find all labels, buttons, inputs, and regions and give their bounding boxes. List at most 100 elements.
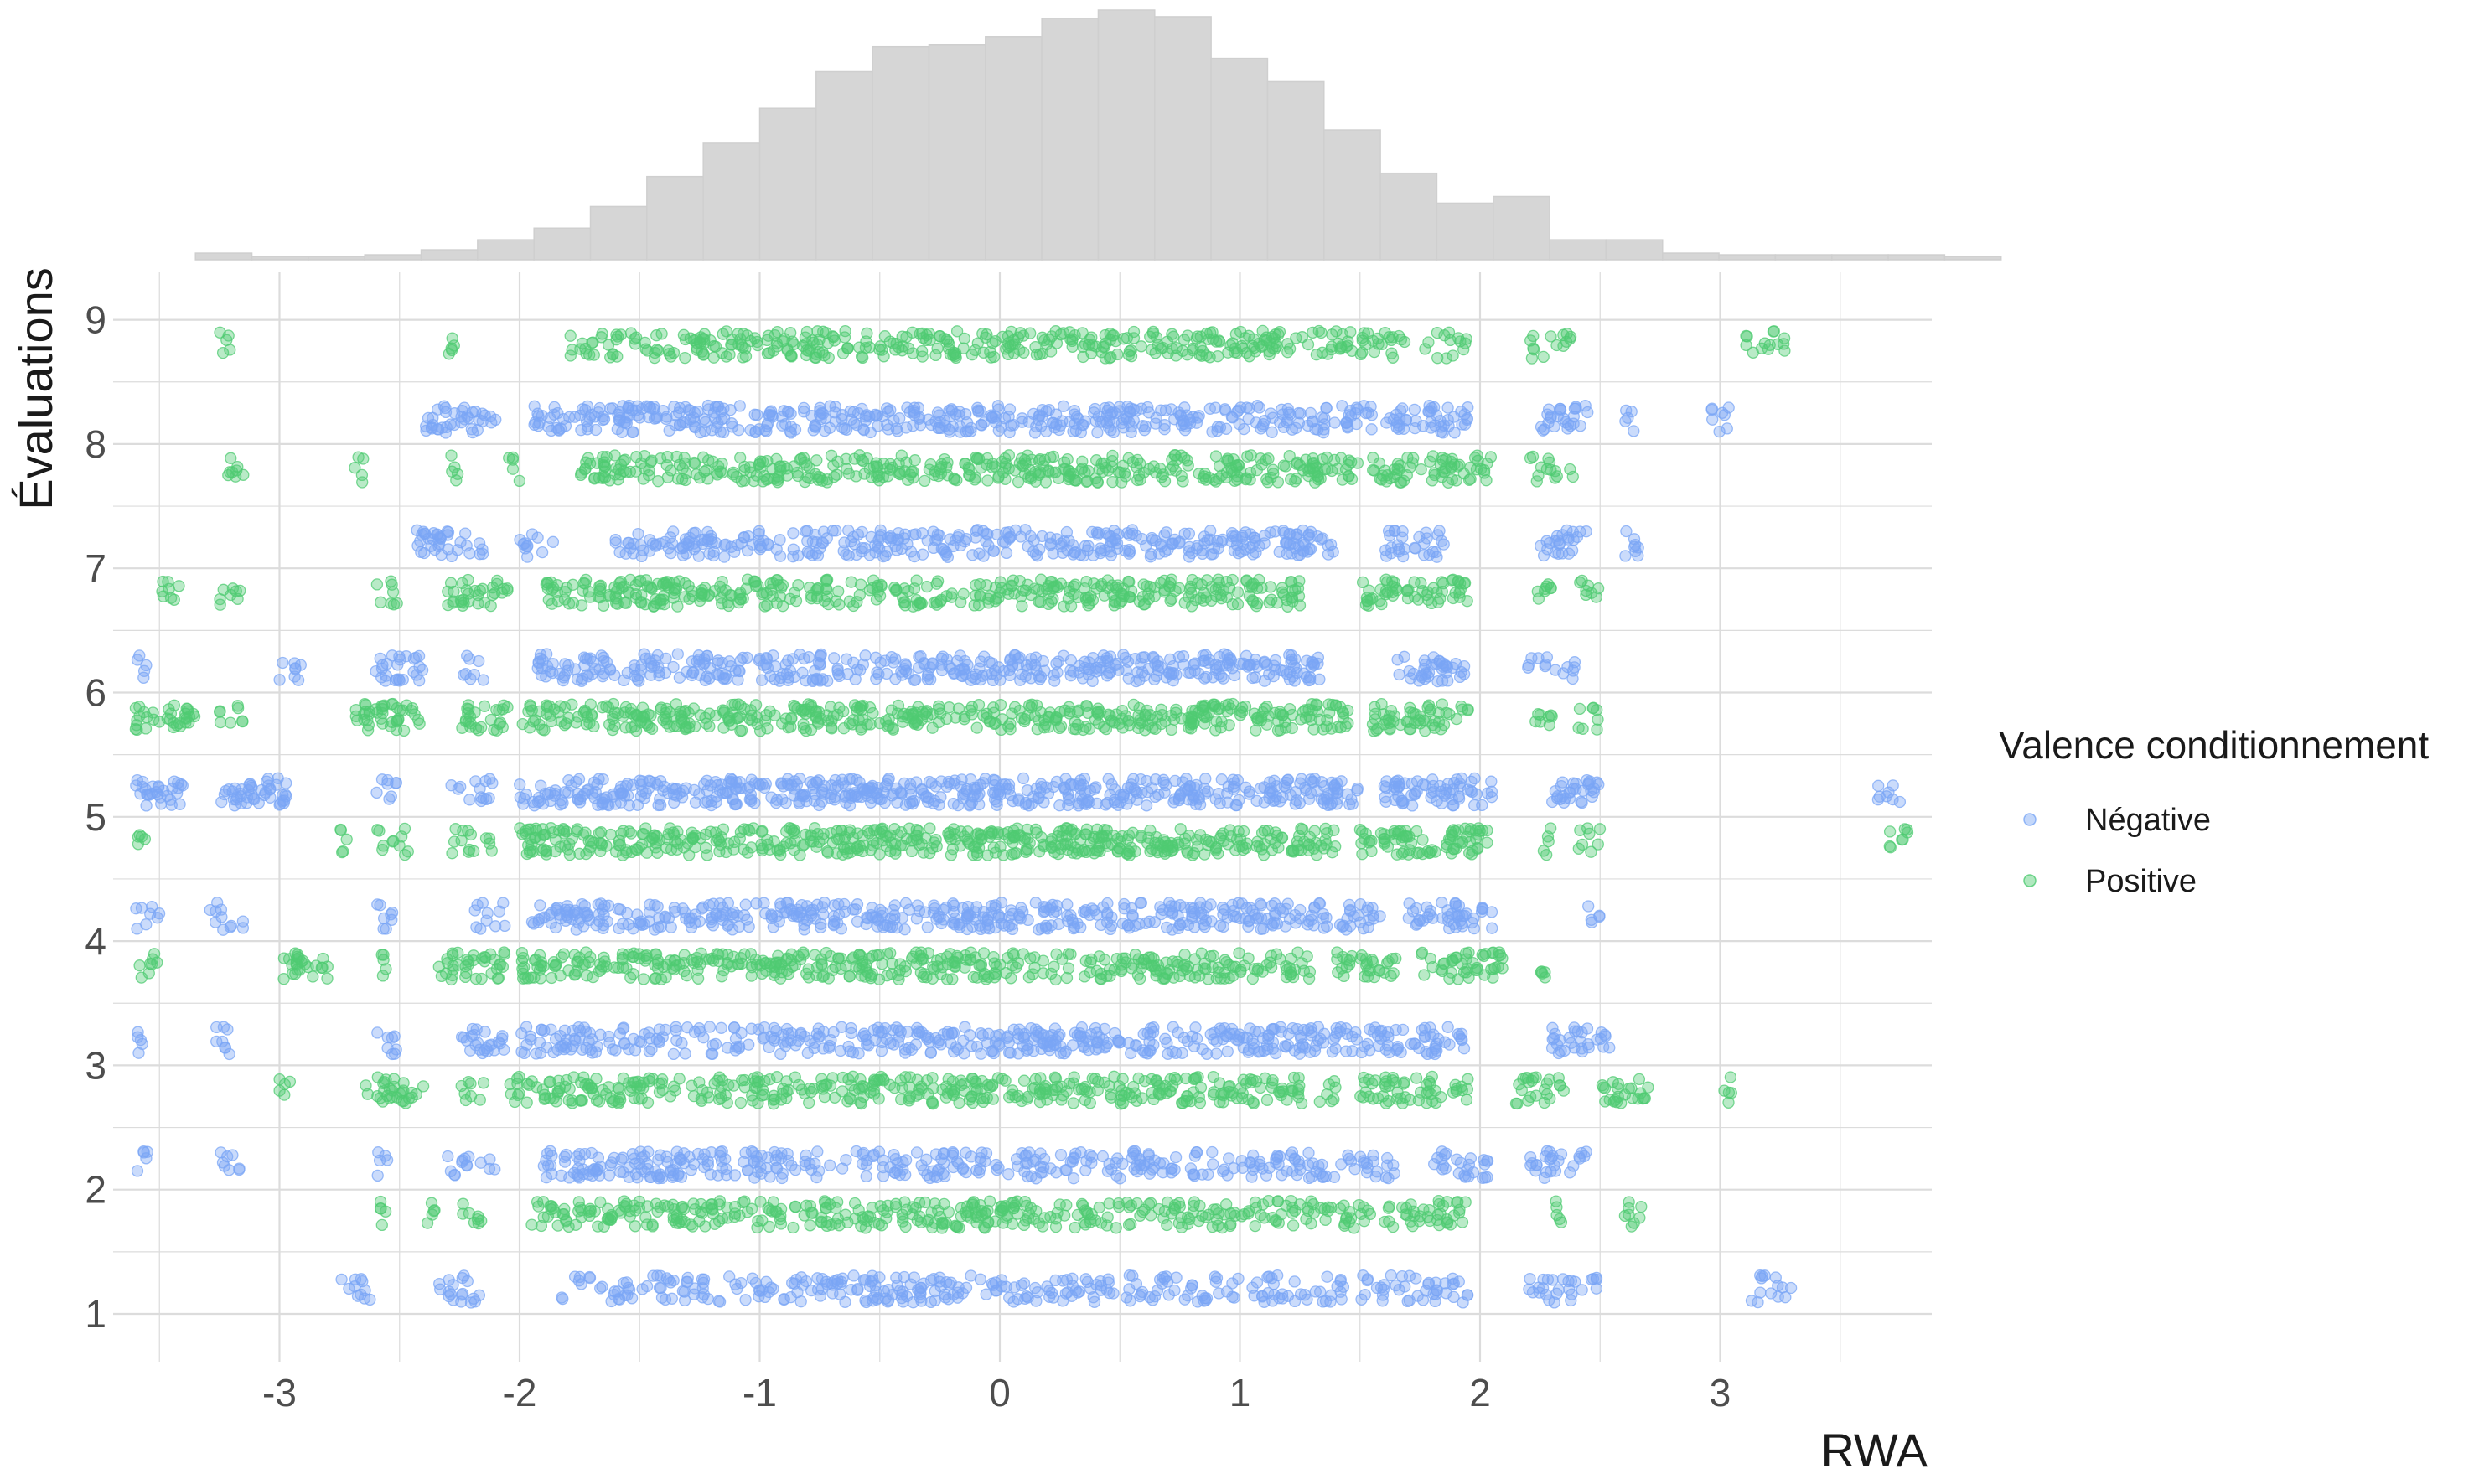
point-negative bbox=[1114, 796, 1126, 809]
point-negative bbox=[1307, 919, 1320, 932]
point-negative bbox=[137, 671, 150, 684]
point-negative bbox=[448, 1168, 461, 1182]
point-negative bbox=[582, 670, 594, 683]
point-positive bbox=[1635, 1200, 1648, 1213]
point-negative bbox=[1284, 789, 1297, 801]
point-negative bbox=[628, 659, 641, 672]
point-negative bbox=[955, 539, 967, 552]
point-positive bbox=[848, 1197, 862, 1210]
point-negative bbox=[489, 1163, 501, 1176]
point-negative bbox=[1047, 547, 1059, 560]
point-positive bbox=[951, 1220, 964, 1233]
point-negative bbox=[1017, 772, 1030, 785]
point-negative bbox=[635, 550, 648, 563]
point-negative bbox=[594, 1028, 607, 1041]
point-positive bbox=[1079, 1204, 1092, 1217]
point-negative bbox=[653, 1281, 666, 1295]
point-negative bbox=[1216, 902, 1229, 914]
point-negative bbox=[838, 536, 851, 549]
point-negative bbox=[1567, 777, 1580, 789]
point-negative bbox=[964, 1029, 976, 1042]
point-negative bbox=[1102, 773, 1115, 785]
point-negative bbox=[787, 543, 800, 556]
point-negative bbox=[1283, 649, 1296, 661]
point-negative bbox=[1066, 1280, 1079, 1292]
point-negative bbox=[1196, 547, 1209, 561]
point-negative bbox=[131, 923, 143, 935]
point-negative bbox=[634, 539, 647, 551]
point-negative bbox=[701, 774, 713, 787]
point-negative bbox=[1286, 423, 1298, 436]
point-negative bbox=[670, 783, 683, 795]
point-negative bbox=[1872, 779, 1885, 792]
point-negative bbox=[741, 651, 753, 664]
point-negative bbox=[770, 1149, 784, 1162]
point-positive bbox=[899, 1220, 912, 1233]
point-negative bbox=[847, 1269, 860, 1282]
point-negative bbox=[1097, 649, 1110, 662]
point-negative bbox=[1468, 799, 1481, 812]
point-negative bbox=[768, 1032, 781, 1045]
point-negative bbox=[1396, 797, 1409, 810]
point-negative bbox=[153, 781, 165, 794]
point-positive bbox=[425, 1197, 438, 1209]
point-negative bbox=[951, 1291, 964, 1304]
point-negative bbox=[1410, 1272, 1422, 1285]
point-negative bbox=[461, 1275, 474, 1288]
point-negative bbox=[1247, 1149, 1260, 1162]
point-negative bbox=[784, 421, 798, 433]
point-negative bbox=[1193, 799, 1207, 811]
point-negative bbox=[1461, 1163, 1473, 1176]
point-negative bbox=[1370, 1166, 1384, 1178]
point-negative bbox=[1361, 1037, 1374, 1051]
point-negative bbox=[1047, 780, 1060, 794]
point-positive bbox=[629, 1220, 642, 1233]
point-positive bbox=[1049, 1220, 1063, 1233]
point-positive bbox=[1553, 1213, 1566, 1226]
point-negative bbox=[1379, 550, 1393, 562]
point-negative bbox=[1550, 1287, 1563, 1300]
point-negative bbox=[1549, 664, 1562, 676]
point-negative bbox=[722, 918, 735, 931]
point-negative bbox=[550, 904, 562, 917]
point-negative bbox=[140, 799, 153, 812]
point-negative bbox=[1254, 1045, 1266, 1058]
point-negative bbox=[814, 1290, 827, 1302]
point-negative bbox=[769, 796, 783, 809]
point-negative bbox=[1379, 791, 1391, 804]
point-negative bbox=[1244, 902, 1256, 914]
point-negative bbox=[1020, 796, 1033, 809]
point-negative bbox=[876, 1036, 888, 1049]
point-negative bbox=[689, 796, 702, 809]
point-positive bbox=[1322, 1204, 1334, 1218]
point-negative bbox=[1522, 661, 1535, 674]
point-negative bbox=[687, 537, 701, 550]
point-negative bbox=[1054, 1149, 1068, 1161]
point-negative bbox=[1104, 661, 1116, 674]
point-negative bbox=[594, 1282, 607, 1295]
point-negative bbox=[1326, 1046, 1338, 1058]
point-negative bbox=[210, 1035, 223, 1048]
point-positive bbox=[996, 1217, 1009, 1229]
point-negative bbox=[597, 796, 609, 809]
point-positive bbox=[1305, 1218, 1317, 1230]
point-negative bbox=[1053, 799, 1066, 812]
point-negative bbox=[1273, 416, 1286, 429]
point-negative bbox=[697, 1273, 711, 1285]
point-negative bbox=[1385, 1269, 1397, 1282]
point-negative bbox=[1273, 546, 1286, 558]
point-negative bbox=[1887, 793, 1899, 806]
point-negative bbox=[1183, 551, 1196, 563]
point-positive bbox=[417, 1080, 430, 1093]
point-negative bbox=[871, 920, 884, 933]
point-negative bbox=[1705, 403, 1718, 416]
point-negative bbox=[954, 426, 967, 438]
point-negative bbox=[1335, 1293, 1348, 1306]
point-negative bbox=[649, 923, 661, 936]
point-negative bbox=[1232, 1272, 1245, 1285]
point-negative bbox=[941, 551, 955, 563]
histogram-bar bbox=[1887, 254, 1946, 261]
point-positive bbox=[1093, 1201, 1105, 1214]
point-negative bbox=[617, 1021, 630, 1034]
point-negative bbox=[1343, 905, 1357, 918]
